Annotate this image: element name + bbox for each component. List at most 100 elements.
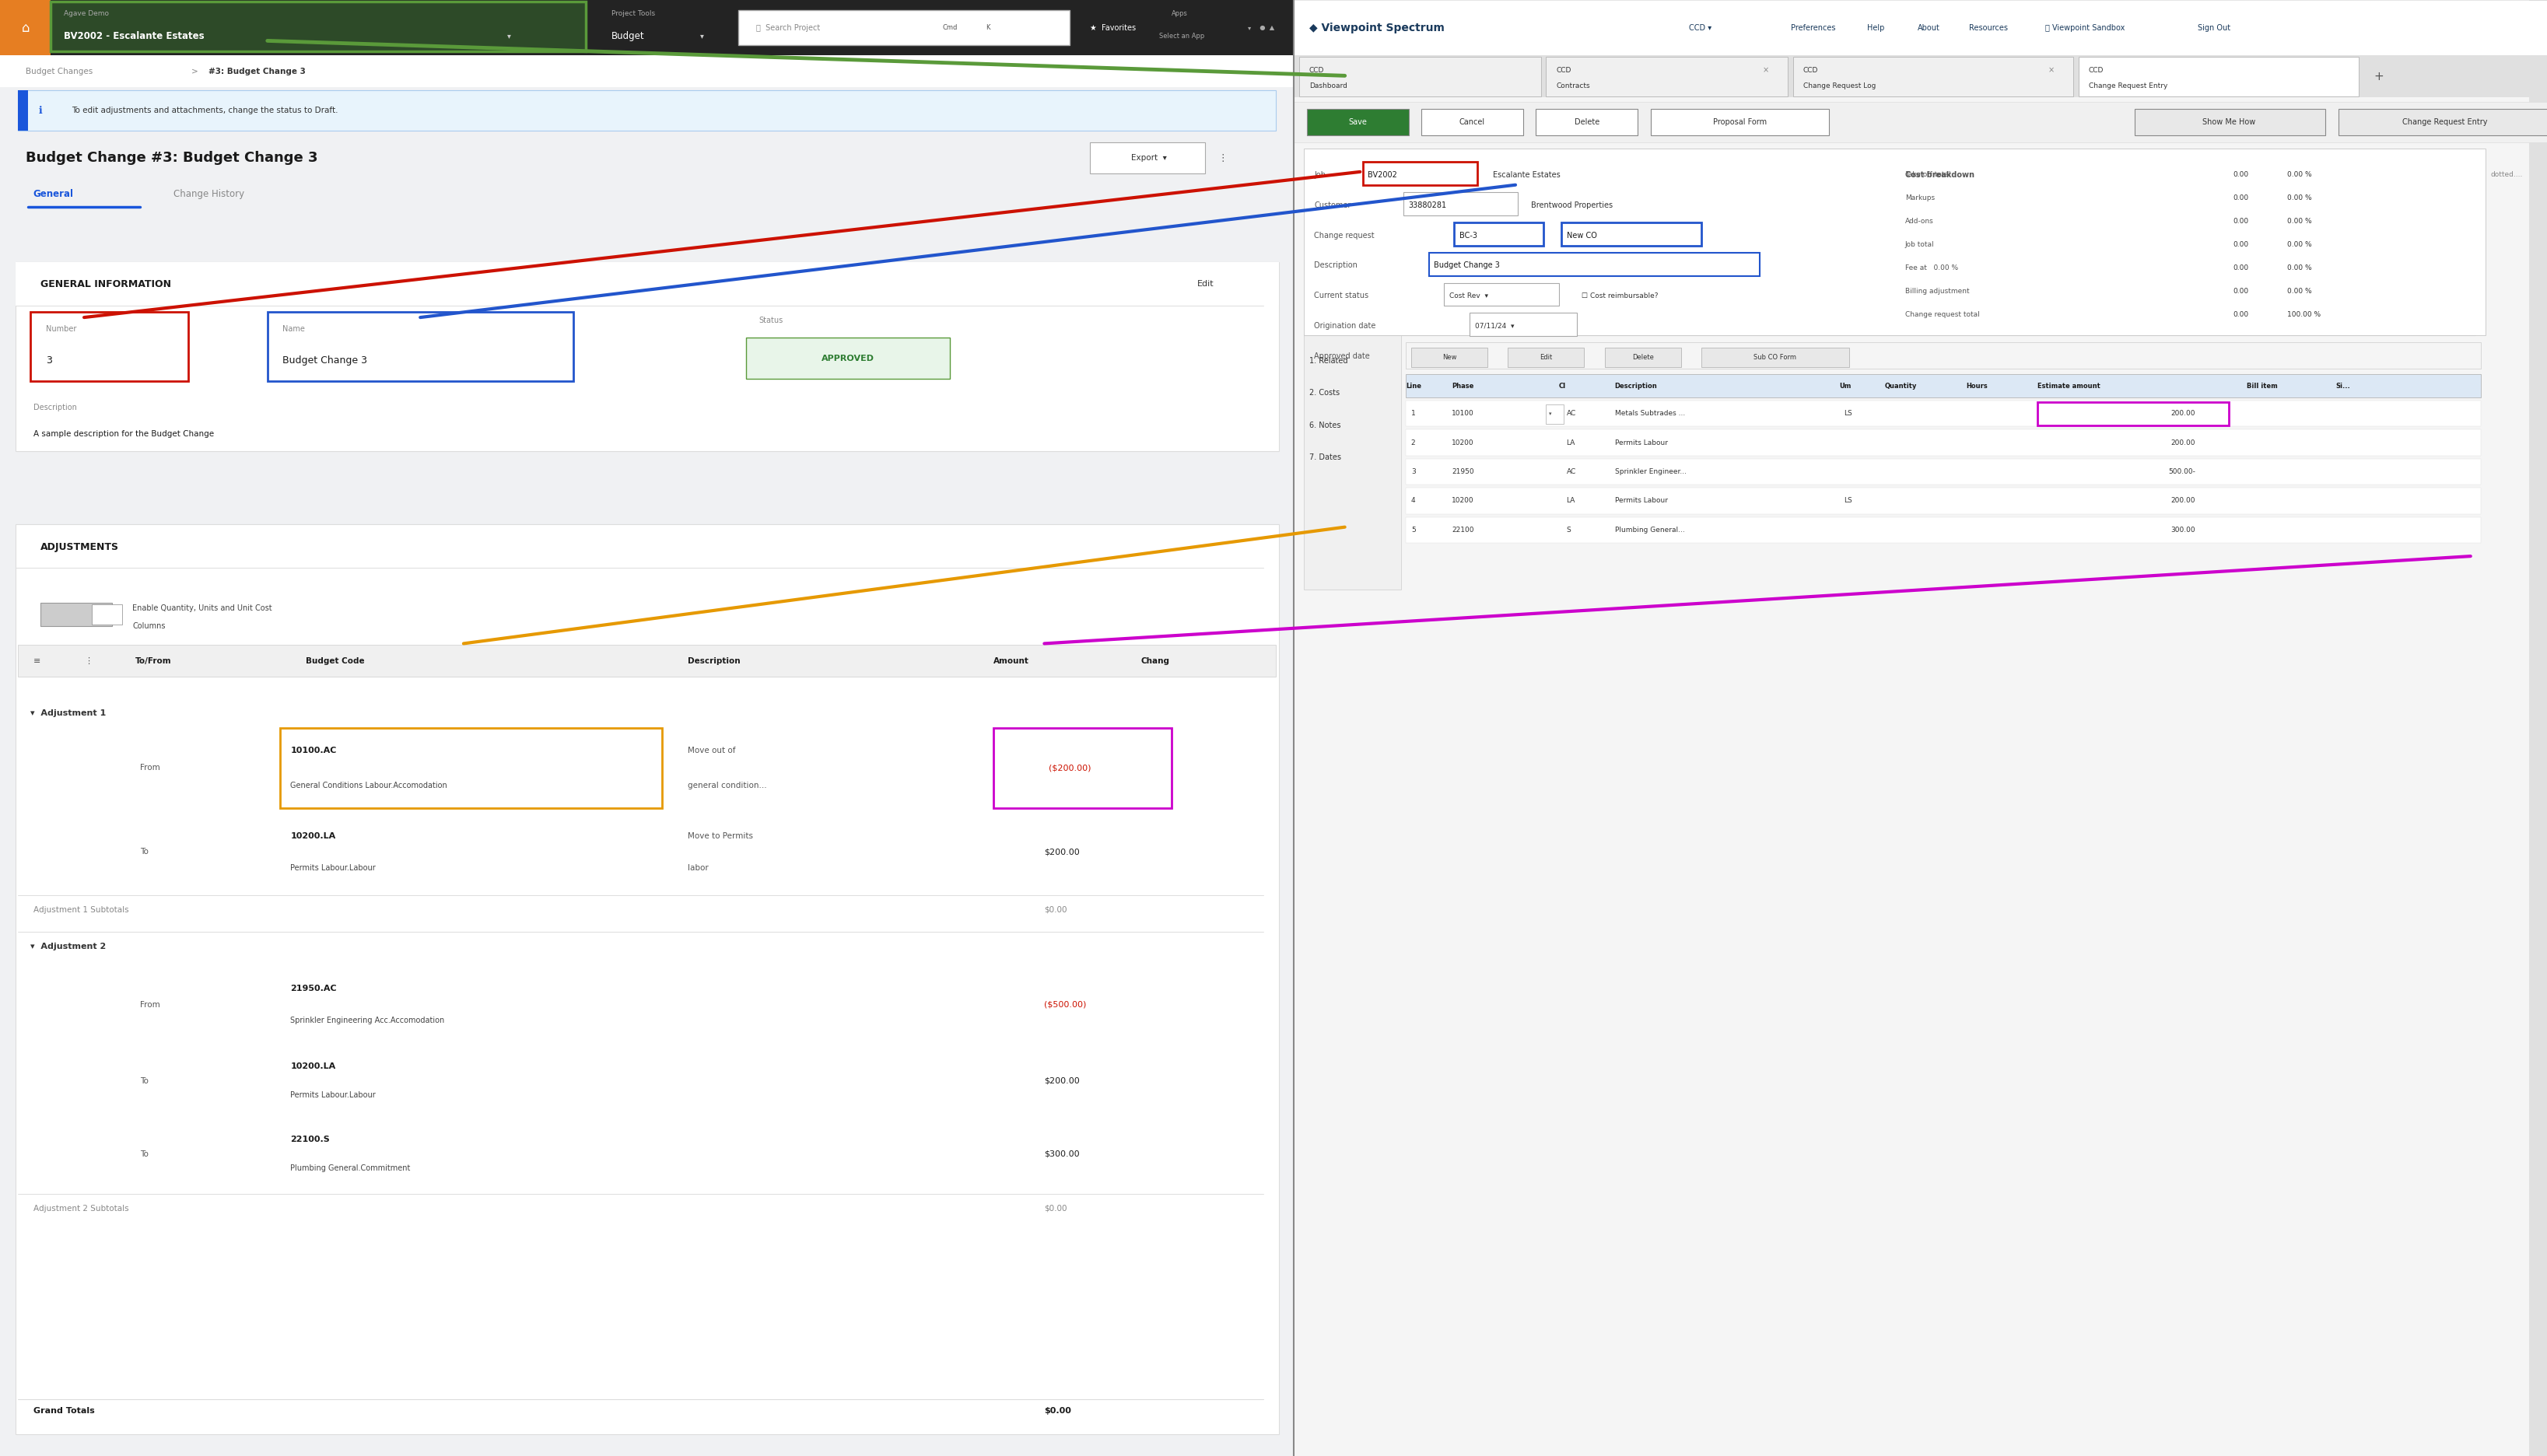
Bar xyxy=(18,645,1276,677)
Text: Change Request Log: Change Request Log xyxy=(1803,82,1877,89)
Text: 10200: 10200 xyxy=(1452,498,1475,504)
Bar xyxy=(993,728,1172,808)
Bar xyxy=(1444,282,1559,306)
Text: 2: 2 xyxy=(1411,440,1416,446)
Text: Dashboard: Dashboard xyxy=(1309,82,1347,89)
Text: Add-ons: Add-ons xyxy=(1905,218,1933,224)
Text: $0.00: $0.00 xyxy=(1044,1406,1072,1415)
Text: Phase: Phase xyxy=(1452,383,1475,389)
Text: Permits Labour.Labour: Permits Labour.Labour xyxy=(290,1092,377,1099)
Text: Change request total: Change request total xyxy=(1905,312,1979,317)
Bar xyxy=(1546,405,1564,424)
Text: General: General xyxy=(33,189,74,199)
Text: 2. Costs: 2. Costs xyxy=(1309,389,1340,397)
Text: 0.00: 0.00 xyxy=(2234,288,2249,294)
Text: 22100.S: 22100.S xyxy=(290,1136,331,1143)
Text: 10100: 10100 xyxy=(1452,411,1475,416)
Text: Save: Save xyxy=(1347,118,1368,127)
Bar xyxy=(1406,430,2481,456)
Text: 21950.AC: 21950.AC xyxy=(290,984,336,993)
Text: Cost Rev  ▾: Cost Rev ▾ xyxy=(1449,293,1487,300)
Text: Change Request Entry: Change Request Entry xyxy=(2089,82,2167,89)
Text: ▾: ▾ xyxy=(700,32,703,39)
Text: Permits Labour.Labour: Permits Labour.Labour xyxy=(290,863,377,872)
Text: Job total: Job total xyxy=(1905,242,1933,248)
Text: LS: LS xyxy=(1844,498,1852,504)
Text: CCD: CCD xyxy=(1556,67,1571,74)
Text: 4: 4 xyxy=(1411,498,1416,504)
Bar xyxy=(0,0,1294,1456)
Text: AC: AC xyxy=(1566,469,1577,475)
Bar xyxy=(18,90,28,131)
Text: Quantity: Quantity xyxy=(1885,383,1918,389)
Text: Cancel: Cancel xyxy=(1459,118,1485,127)
Text: Status: Status xyxy=(759,316,784,325)
Text: Cost breakdown: Cost breakdown xyxy=(1905,170,1974,179)
Text: AC: AC xyxy=(1566,411,1577,416)
Bar xyxy=(92,604,122,625)
Text: From: From xyxy=(140,764,160,772)
Bar xyxy=(0,134,1294,182)
Text: 6. Notes: 6. Notes xyxy=(1309,421,1340,430)
Text: ▾: ▾ xyxy=(1549,411,1551,416)
Bar xyxy=(31,312,188,381)
Text: ⋮: ⋮ xyxy=(84,657,92,665)
Text: 0.00 %: 0.00 % xyxy=(2287,265,2313,271)
Text: Sprinkler Engineer...: Sprinkler Engineer... xyxy=(1615,469,1686,475)
Text: 100.00 %: 100.00 % xyxy=(2287,312,2320,317)
Text: Markups: Markups xyxy=(1905,195,1936,201)
Text: CCD ▾: CCD ▾ xyxy=(1689,23,1712,32)
Text: Preferences: Preferences xyxy=(1791,23,1836,32)
Text: LA: LA xyxy=(1566,440,1574,446)
Text: Line: Line xyxy=(1406,383,1421,389)
Text: ▾  Adjustment 2: ▾ Adjustment 2 xyxy=(31,942,107,951)
Bar xyxy=(1406,374,2481,397)
Text: Metals Subtrades ...: Metals Subtrades ... xyxy=(1615,411,1686,416)
Bar xyxy=(0,0,1294,55)
Text: Adjustment 1 Subtotals: Adjustment 1 Subtotals xyxy=(33,906,127,914)
Text: Chang: Chang xyxy=(1141,657,1169,665)
Text: 3: 3 xyxy=(1411,469,1416,475)
Text: Select an App: Select an App xyxy=(1159,32,1205,39)
Text: Sprinkler Engineering Acc.Accomodation: Sprinkler Engineering Acc.Accomodation xyxy=(290,1016,446,1025)
Text: CCD: CCD xyxy=(2089,67,2104,74)
Bar xyxy=(0,0,51,55)
Text: Billing adjustment: Billing adjustment xyxy=(1905,288,1969,294)
Text: Budget Change 3: Budget Change 3 xyxy=(1434,262,1500,269)
Text: ℹ: ℹ xyxy=(38,106,43,115)
Text: Fee at   0.00 %: Fee at 0.00 % xyxy=(1905,265,1959,271)
Text: ⋮: ⋮ xyxy=(1217,153,1228,163)
Text: LA: LA xyxy=(1566,498,1574,504)
Text: Si...: Si... xyxy=(2336,383,2351,389)
Text: ×: × xyxy=(2048,66,2053,74)
Text: ▾: ▾ xyxy=(1248,25,1251,31)
Bar xyxy=(0,182,1294,207)
Text: Amount: Amount xyxy=(993,657,1029,665)
Text: Delete: Delete xyxy=(1574,118,1600,127)
Text: 0.00: 0.00 xyxy=(2234,312,2249,317)
Text: $300.00: $300.00 xyxy=(1044,1150,1080,1158)
Bar xyxy=(1470,313,1577,336)
Text: 0.00 %: 0.00 % xyxy=(2287,288,2313,294)
Bar xyxy=(1406,488,2481,514)
Text: Current status: Current status xyxy=(1314,293,1368,300)
Bar xyxy=(1090,143,1205,173)
Text: 3: 3 xyxy=(46,355,51,365)
Text: New CO: New CO xyxy=(1566,232,1597,239)
Bar xyxy=(1454,223,1543,246)
Text: 👤 Viewpoint Sandbox: 👤 Viewpoint Sandbox xyxy=(2045,23,2124,32)
Text: Resources: Resources xyxy=(1969,23,2007,32)
Bar xyxy=(1307,109,1408,135)
Bar xyxy=(0,207,1294,262)
Text: ◆ Viewpoint Spectrum: ◆ Viewpoint Spectrum xyxy=(1309,22,1444,33)
Text: Agave Demo: Agave Demo xyxy=(64,10,110,17)
Bar xyxy=(1406,517,2481,543)
Text: 0.00: 0.00 xyxy=(2234,172,2249,178)
Text: Contracts: Contracts xyxy=(1556,82,1589,89)
Text: Escalante Estates: Escalante Estates xyxy=(1493,170,1559,179)
Text: 07/11/24  ▾: 07/11/24 ▾ xyxy=(1475,323,1513,329)
Text: ▾  Adjustment 1: ▾ Adjustment 1 xyxy=(31,709,107,718)
Text: 0.00 %: 0.00 % xyxy=(2287,172,2313,178)
Text: Edit: Edit xyxy=(1541,354,1551,361)
Text: ☐ Cost reimbursable?: ☐ Cost reimbursable? xyxy=(1582,293,1658,300)
